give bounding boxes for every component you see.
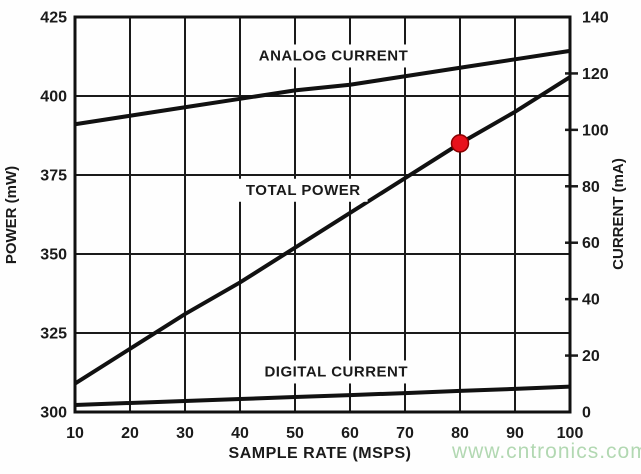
- series-label: ANALOG CURRENT: [259, 47, 409, 64]
- y-right-tick-label: 80: [582, 179, 600, 196]
- y-right-tick-label: 140: [582, 10, 609, 27]
- y-right-tick-label: 20: [582, 348, 600, 365]
- y-left-tick-label: 300: [40, 405, 67, 422]
- axis-tick-labels: 300 325 350 375 400 425 0 20 40 60 80 100 120 140 10 20…: [40, 10, 609, 443]
- series-label: DIGITAL CURRENT: [264, 363, 408, 380]
- marker-dot: [450, 134, 470, 153]
- series-labels: ANALOG CURRENT TOTAL POWER DIGITAL CURRENT: [238, 44, 416, 384]
- x-tick-label: 10: [66, 425, 84, 442]
- x-tick-label: 100: [557, 425, 584, 442]
- x-tick-label: 70: [396, 425, 414, 442]
- series-lines: [73, 48, 572, 407]
- x-tick-label: 90: [506, 425, 524, 442]
- y-left-tick-label: 425: [40, 10, 67, 27]
- label-mask: [257, 360, 416, 384]
- x-axis-title: SAMPLE RATE (MSPS): [229, 445, 412, 462]
- x-tick-label: 50: [286, 425, 304, 442]
- y-left-tick-label: 400: [40, 89, 67, 106]
- y-left-axis-title: POWER (mW): [3, 166, 20, 264]
- y-right-tick-label: 0: [582, 405, 591, 422]
- series-line-analog-current: [74, 48, 571, 127]
- y-right-axis-title: CURRENT (mA): [610, 158, 627, 270]
- y-right-tick-label: 100: [582, 122, 609, 139]
- x-tick-label: 60: [341, 425, 359, 442]
- x-tick-label: 80: [451, 425, 469, 442]
- watermark-text: www.cntronics.com: [452, 440, 641, 463]
- y-left-tick-label: 325: [40, 326, 67, 343]
- y-left-tick-label: 350: [40, 247, 67, 264]
- x-tick-label: 30: [176, 425, 194, 442]
- label-mask: [251, 44, 416, 68]
- y-left-tick-label: 375: [40, 168, 67, 185]
- y-right-tick-label: 60: [582, 235, 600, 252]
- y-right-tick-label: 120: [582, 66, 609, 83]
- series-label: TOTAL POWER: [246, 182, 361, 199]
- x-tick-label: 40: [231, 425, 249, 442]
- series-line-digital-current: [74, 384, 571, 407]
- gridlines: [75, 17, 570, 412]
- plot-border: [73, 15, 572, 414]
- series-line-total-power: [73, 75, 572, 386]
- label-mask: [238, 178, 368, 202]
- y-right-tick-label: 40: [582, 292, 600, 309]
- x-tick-label: 20: [121, 425, 139, 442]
